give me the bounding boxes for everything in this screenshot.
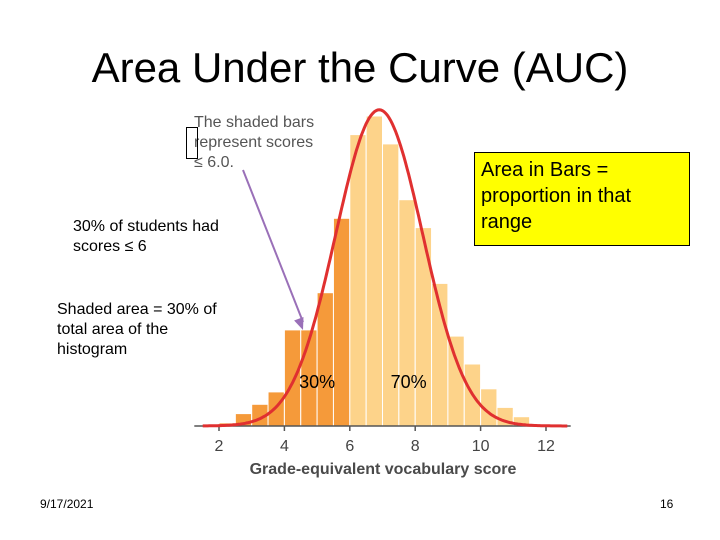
slide-title: Area Under the Curve (AUC) xyxy=(91,44,629,91)
page-number: 16 xyxy=(660,497,674,511)
x-tick-label-6: 6 xyxy=(345,438,354,455)
x-tick-label-2: 2 xyxy=(215,438,224,455)
histogram-bar-6 xyxy=(316,292,334,427)
callout-line-1: Area in Bars = xyxy=(481,159,609,181)
normal-curve xyxy=(202,108,568,428)
x-tick-label-8: 8 xyxy=(411,438,420,455)
figure-caption-line-2: ≤ 6.0. xyxy=(194,154,234,171)
callout-line-2: proportion in that range xyxy=(481,185,632,233)
x-tick-label-4: 4 xyxy=(280,438,289,455)
x-tick-label-10: 10 xyxy=(472,438,490,455)
x-tick-label-12: 12 xyxy=(537,438,555,455)
x-axis-label: Grade-equivalent vocabulary score xyxy=(250,461,517,478)
figure-caption-line-0: The shaded bars xyxy=(194,114,314,131)
callout-box: Area in Bars = proportion in that range xyxy=(474,152,690,246)
pointer-arrow-head xyxy=(294,317,304,330)
figure-caption-line-1: represent scores xyxy=(194,134,313,151)
note-students: 30% of students had scores ≤ 6 xyxy=(73,218,219,255)
bar-annotation-0: 30% xyxy=(299,372,335,392)
histogram-bar-14 xyxy=(447,335,465,427)
bullet-placeholder-icon xyxy=(186,127,198,159)
histogram-bar-9 xyxy=(365,115,383,427)
bar-annotation-1: 70% xyxy=(391,372,427,392)
histogram-bar-7 xyxy=(332,217,351,427)
histogram-bar-11 xyxy=(398,199,416,427)
pointer-arrow xyxy=(242,169,304,323)
footer-date: 9/17/2021 xyxy=(40,497,94,511)
histogram-bar-8 xyxy=(349,134,367,427)
note-shaded-area: Shaded area = 30% of total area of the h… xyxy=(57,301,217,358)
